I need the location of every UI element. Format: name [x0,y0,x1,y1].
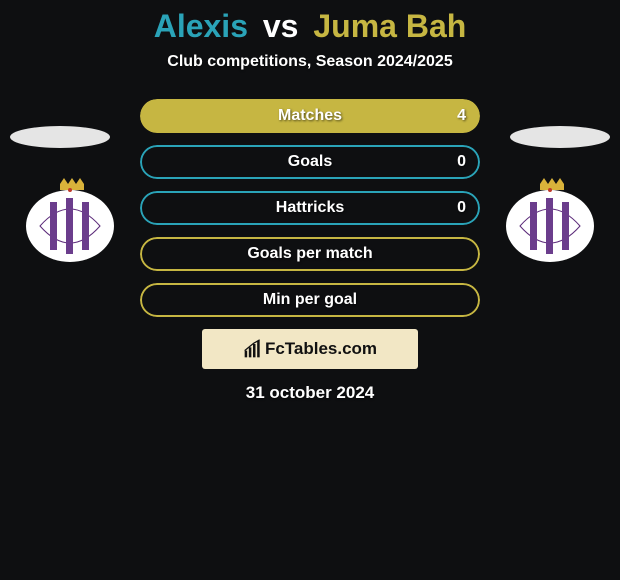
stat-bar: Min per goal [140,283,480,317]
player1-club-crest [20,178,120,262]
player1-name: Alexis [154,8,248,44]
crest-icon [20,178,120,262]
stat-bars: Matches 4 Goals 0 Hattricks 0 Goals per match M… [140,99,480,317]
brand-text: FcTables.com [265,339,377,359]
stat-bar: Goals 0 [140,145,480,179]
vs-text: vs [263,8,299,44]
stat-label: Min per goal [263,291,357,309]
stat-bar: Hattricks 0 [140,191,480,225]
stat-value-right: 0 [457,199,466,217]
stat-bar: Goals per match [140,237,480,271]
subtitle: Club competitions, Season 2024/2025 [0,53,620,71]
player1-avatar-placeholder [10,126,110,148]
stat-label: Matches [278,107,342,125]
player2-club-crest [500,178,600,262]
player2-avatar-placeholder [510,126,610,148]
comparison-card: Alexis vs Juma Bah Club competitions, Se… [0,0,620,403]
stat-bar: Matches 4 [140,99,480,133]
stat-label: Hattricks [276,199,344,217]
crest-icon [500,178,600,262]
stat-value-right: 4 [457,107,466,125]
page-title: Alexis vs Juma Bah [0,8,620,45]
stat-value-right: 0 [457,153,466,171]
player2-name: Juma Bah [313,8,466,44]
chart-icon [243,339,263,359]
stat-label: Goals per match [247,245,372,263]
date-text: 31 october 2024 [0,383,620,403]
brand-badge: FcTables.com [202,329,418,369]
stat-label: Goals [288,153,332,171]
